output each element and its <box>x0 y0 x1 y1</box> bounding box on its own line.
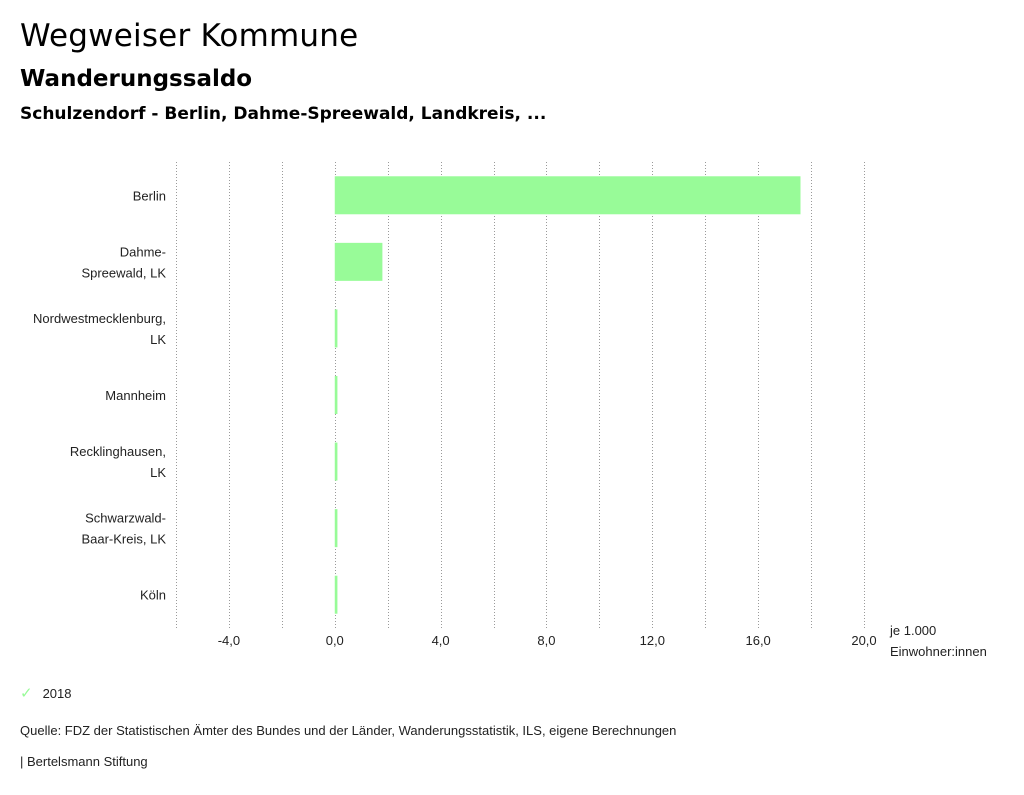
category-label: Recklinghausen, <box>70 444 166 459</box>
x-unit-label: Einwohner:innen <box>890 644 987 659</box>
category-label: LK <box>150 465 166 480</box>
bar <box>334 376 338 414</box>
chart-title: Wegweiser Kommune <box>20 18 359 54</box>
bar <box>334 309 338 348</box>
x-tick-label: 4,0 <box>432 633 450 648</box>
publisher-note: | Bertelsmann Stiftung <box>20 754 148 769</box>
x-tick-label: 0,0 <box>326 633 344 648</box>
category-label: Nordwestmecklenburg, <box>33 311 166 326</box>
category-label: Mannheim <box>105 388 166 403</box>
x-tick-label: 12,0 <box>640 633 665 648</box>
x-tick-label: 8,0 <box>537 633 555 648</box>
category-label: Berlin <box>133 188 166 203</box>
bar <box>334 176 801 215</box>
bar <box>334 242 383 281</box>
x-tick-label: 20,0 <box>851 633 876 648</box>
chart-region-line: Schulzendorf - Berlin, Dahme-Spreewald, … <box>20 104 547 124</box>
category-label: Baar-Kreis, LK <box>81 532 166 547</box>
category-label: Spreewald, LK <box>81 265 166 280</box>
legend[interactable]: ✓ 2018 <box>20 684 72 702</box>
x-tick-label: -4,0 <box>218 633 240 648</box>
bar <box>334 575 338 614</box>
x-unit-label: je 1.000 <box>889 623 936 638</box>
source-note: Quelle: FDZ der Statistischen Ämter des … <box>20 723 677 738</box>
category-label: Köln <box>140 588 166 603</box>
bar <box>334 442 338 481</box>
category-label: Dahme- <box>120 244 166 259</box>
legend-label: 2018 <box>42 685 72 701</box>
bar-chart: -4,0 0,0 4,0 8,0 12,0 16,0 20,0 je 1.000 Einwohn… <box>33 162 987 659</box>
category-label: Schwarzwald- <box>85 511 166 526</box>
chart-subtitle: Wanderungssaldo <box>20 66 253 92</box>
check-icon: ✓ <box>20 684 33 702</box>
x-tick-label: 16,0 <box>745 633 770 648</box>
bar <box>334 509 338 548</box>
category-label: LK <box>150 332 166 347</box>
